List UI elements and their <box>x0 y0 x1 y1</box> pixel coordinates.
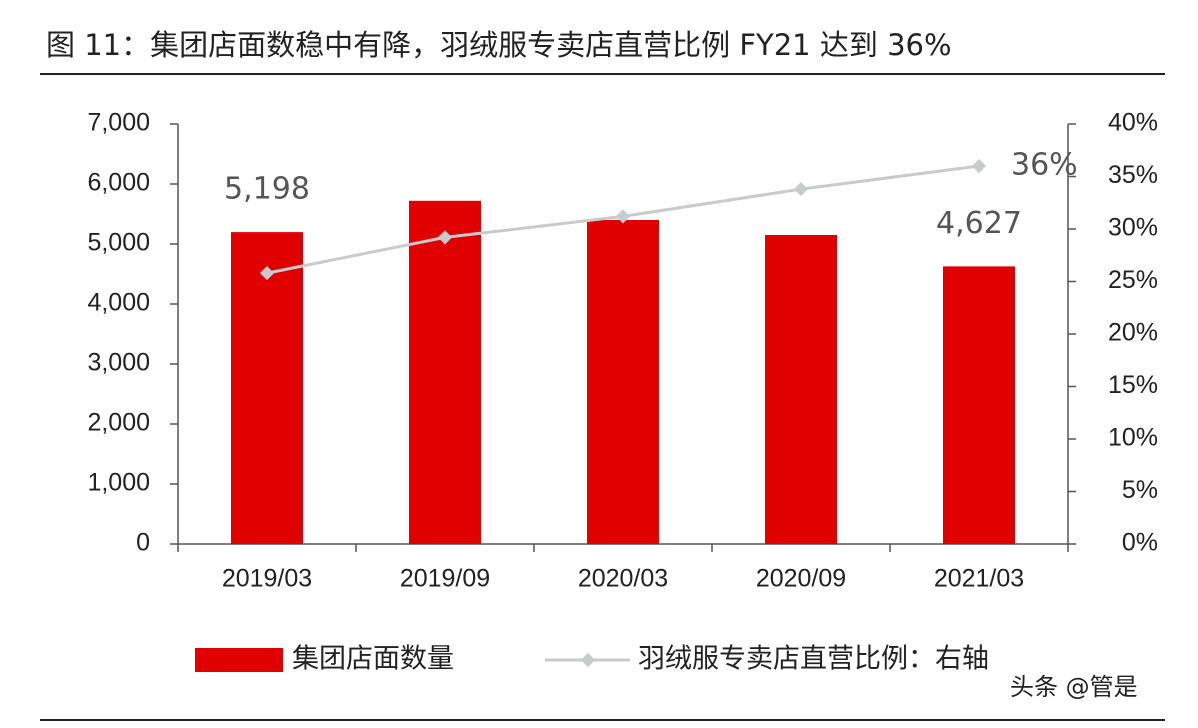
bar <box>943 266 1015 544</box>
legend-label: 集团店面数量 <box>292 644 454 675</box>
y-tick-label: 3,000 <box>87 349 150 377</box>
y-tick-label: 0 <box>136 529 150 557</box>
data-label: 4,627 <box>936 206 1022 241</box>
line-marker <box>615 209 631 224</box>
y-tick-label: 5,000 <box>87 229 150 257</box>
data-label: 36% <box>1011 148 1078 183</box>
y-tick-label: 7,000 <box>87 109 150 137</box>
legend-marker <box>580 652 596 668</box>
y2-tick-label: 25% <box>1108 266 1158 294</box>
y-tick-label: 2,000 <box>87 409 150 437</box>
x-tick-label: 2021/03 <box>934 565 1024 593</box>
x-tick-label: 2020/03 <box>578 565 668 593</box>
bar <box>587 220 659 544</box>
line-marker <box>793 182 809 197</box>
bar <box>409 200 481 545</box>
y2-tick-label: 20% <box>1108 319 1158 347</box>
x-tick-label: 2019/03 <box>222 565 312 593</box>
y2-tick-label: 5% <box>1122 476 1158 504</box>
y2-tick-label: 30% <box>1108 214 1158 242</box>
y2-tick-label: 10% <box>1108 424 1158 452</box>
chart-title: 图 11：集团店面数稳中有降，羽绒服专卖店直营比例 FY21 达到 36% <box>46 28 952 62</box>
data-label: 5,198 <box>224 172 310 207</box>
x-tick-label: 2019/09 <box>400 565 490 593</box>
y2-tick-label: 15% <box>1108 371 1158 399</box>
y2-tick-label: 0% <box>1122 529 1158 557</box>
y2-tick-label: 40% <box>1108 109 1158 137</box>
line-marker <box>971 158 987 174</box>
legend-label: 羽绒服专卖店直营比例：右轴 <box>638 644 989 675</box>
x-tick-label: 2020/09 <box>756 565 846 593</box>
line-marker <box>437 230 453 245</box>
y-tick-label: 6,000 <box>87 169 150 197</box>
legend-swatch <box>195 648 283 672</box>
y2-tick-label: 35% <box>1108 161 1158 189</box>
y-tick-label: 1,000 <box>87 469 150 497</box>
watermark: 头条 @管是 <box>1010 673 1138 701</box>
y-tick-label: 4,000 <box>87 289 150 317</box>
line-marker <box>259 266 275 281</box>
bar <box>765 235 837 544</box>
bar <box>231 232 303 544</box>
